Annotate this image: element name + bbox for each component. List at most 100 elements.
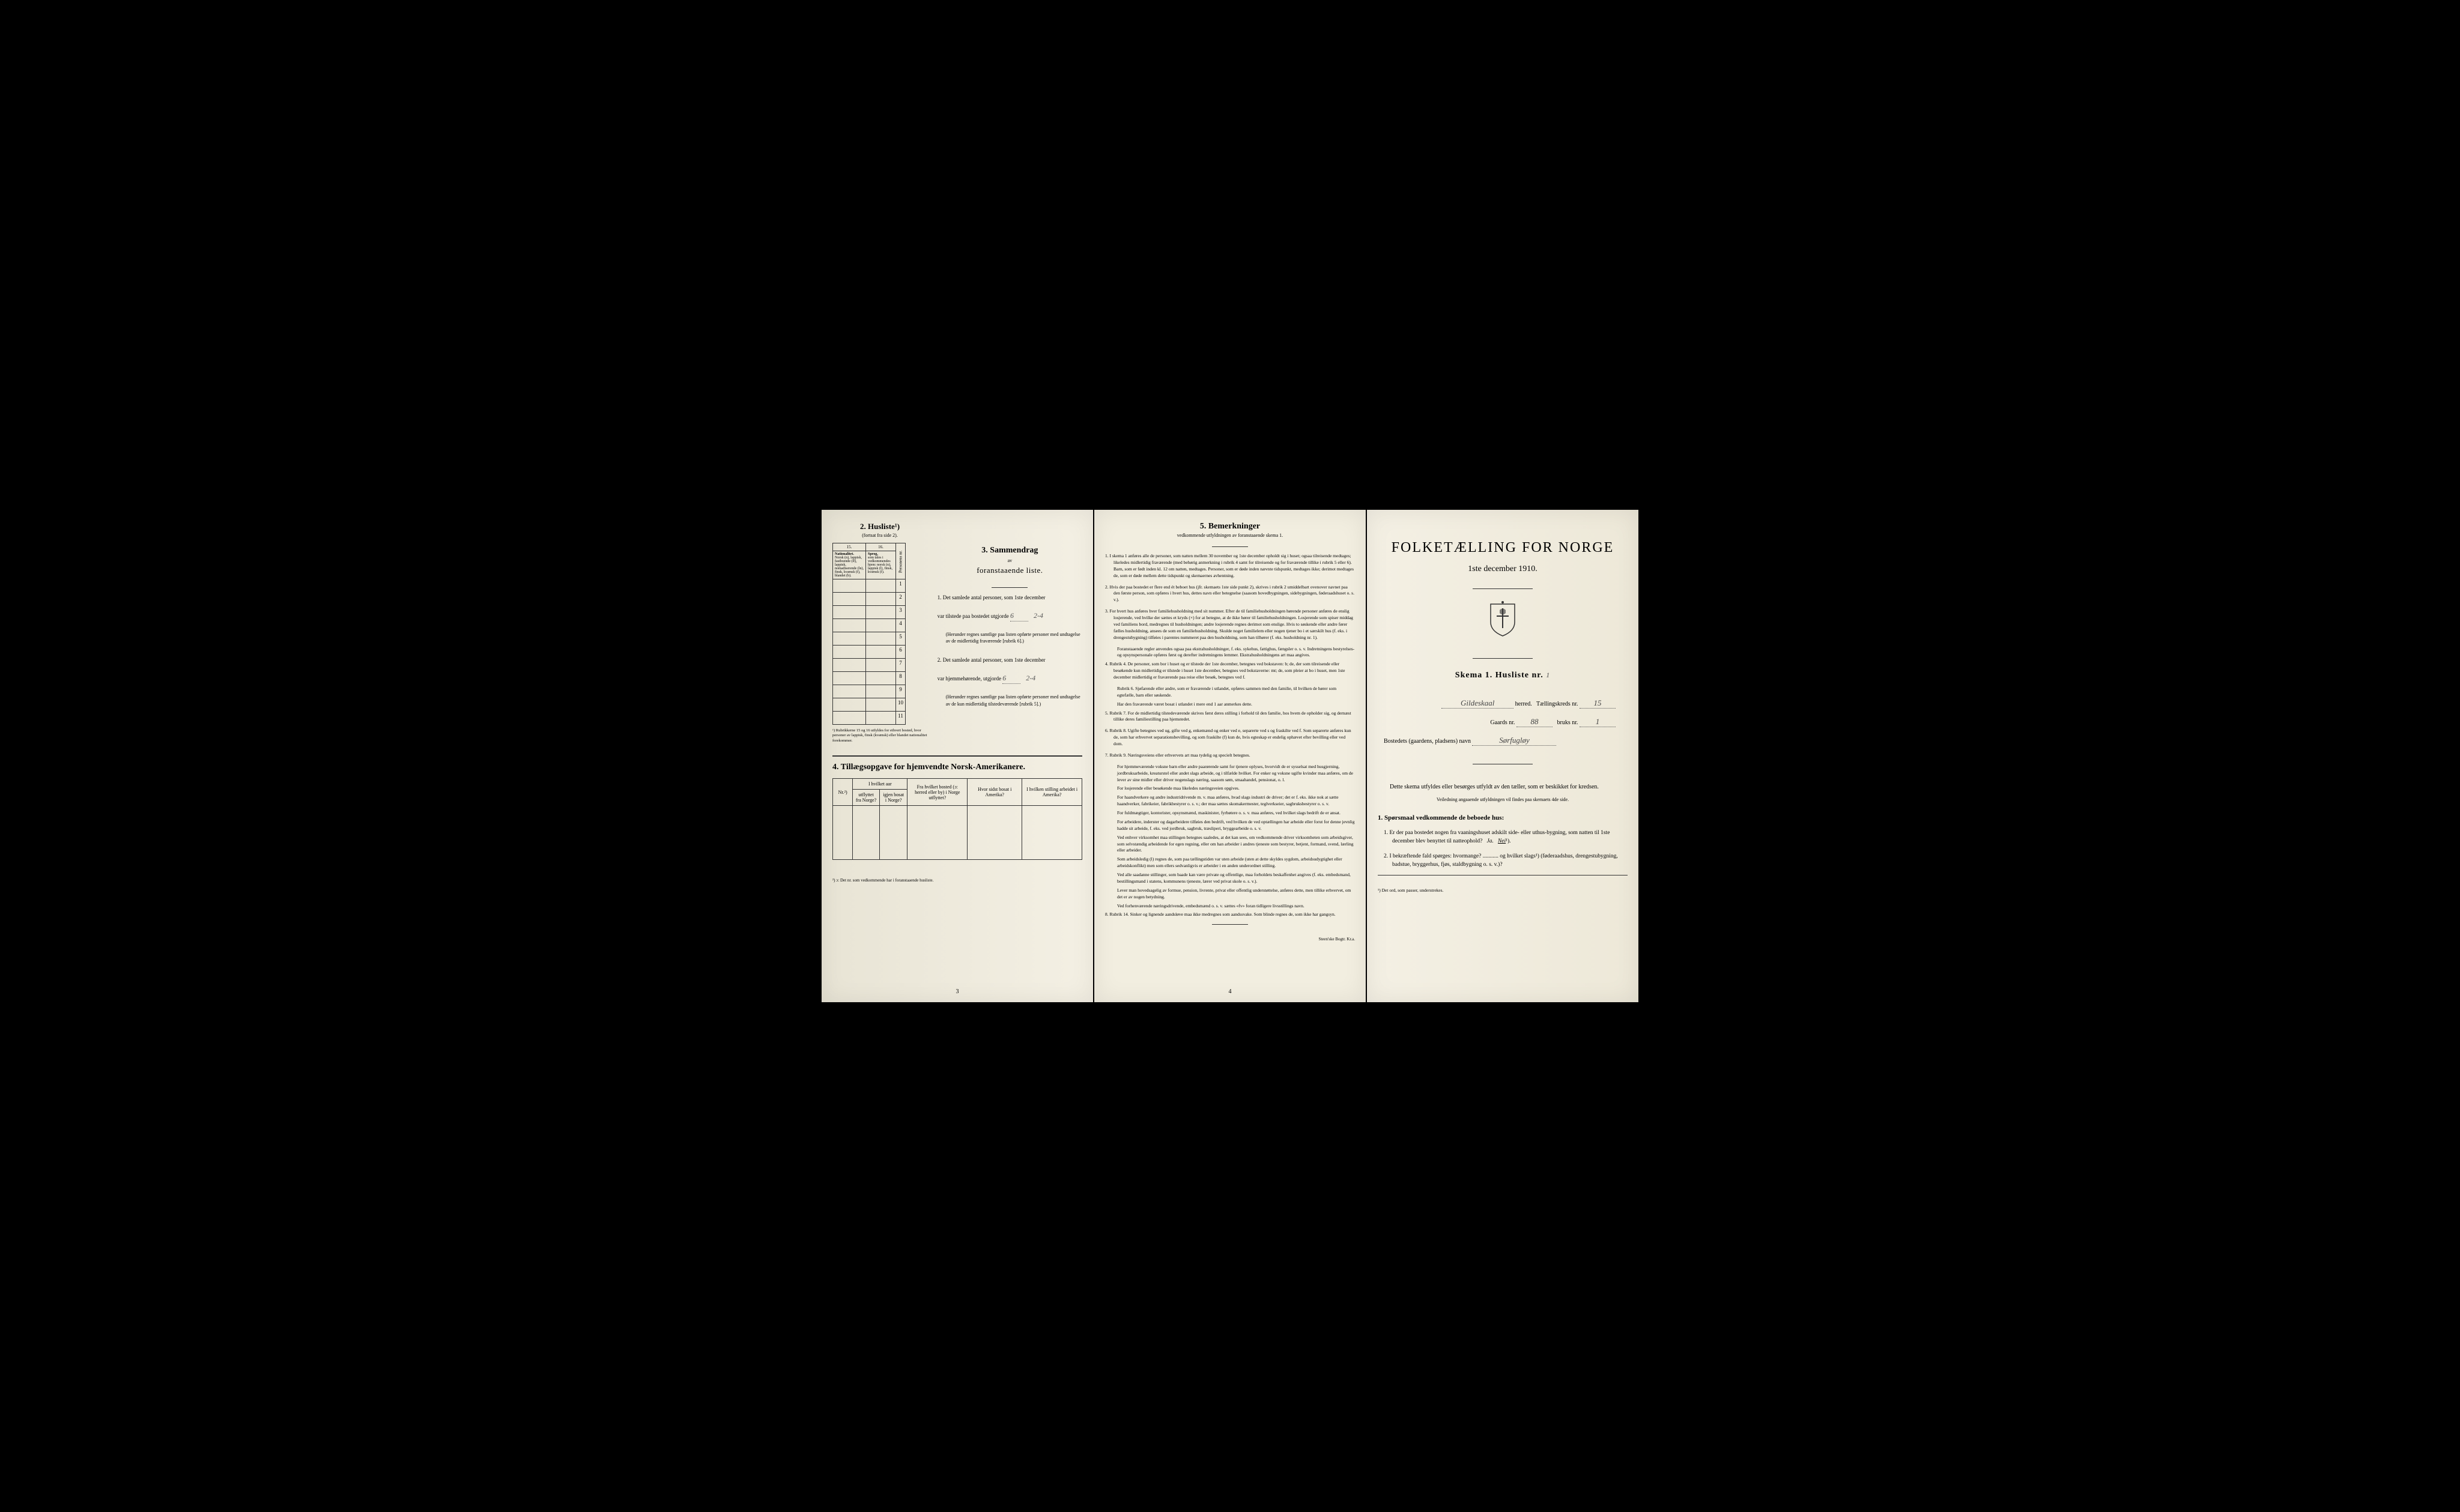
sup-cell [968,806,1022,860]
remark-7: 7. Rubrik 9. Næringsveiens eller erhverv… [1105,752,1355,759]
remark-7-sub10: Ved forhenværende næringsdrivende, embed… [1117,903,1355,910]
remark-3: 3. For hvert hus anføres hver familiehus… [1105,608,1355,641]
description-text: Dette skema utfyldes eller besørges utfy… [1378,782,1628,792]
gaards-value: 88 [1516,717,1553,727]
divider [1212,924,1248,925]
item1-text: 1. Det samlede antal personer, som 1ste … [938,594,1046,600]
remark-7-sub6: Ved enhver virksomhet maa stillingen bet… [1117,835,1355,854]
page-middle: 5. Bemerkninger vedkommende utfyldningen… [1094,510,1366,1002]
bruks-value: 1 [1580,717,1616,727]
table-row [833,672,866,685]
table-row [833,712,866,725]
remark-7-sub9: Lever man hovedsagelig av formue, pensio… [1117,888,1355,901]
gaards-label: Gaards nr. [1490,719,1515,726]
sprog-text: som tales i vedkommendes hjem: norsk (n)… [868,556,892,574]
coat-of-arms-icon [1378,601,1628,640]
bruks-label: bruks nr. [1557,719,1578,726]
nationalitet-cell: Nationalitet. Norsk (n), lappisk, fastbo… [833,551,866,579]
remark-4-sub1: Rubrik 6. Sjøfarende eller andre, som er… [1117,686,1355,699]
section-5-subtitle: vedkommende utfyldningen av foranstaaend… [1105,533,1355,538]
left-column: 2. Husliste¹) (fortsat fra side 2). 15. … [832,522,927,743]
husliste-subtitle: (fortsat fra side 2). [832,533,927,538]
remark-1: 1. I skema 1 anføres alle de personer, s… [1105,553,1355,579]
remark-5: 5. Rubrik 7. For de midlertidig tilstede… [1105,710,1355,724]
remark-7-sub2: For losjerende eller besøkende maa likel… [1117,785,1355,792]
table-row [833,698,866,712]
item2-line2: var hjemmehørende, utgjorde [938,676,1001,682]
husliste-title: 2. Husliste¹) [832,522,927,531]
bosted-value: Sørfugløy [1472,736,1556,746]
section-4: 4. Tillægsopgave for hjemvendte Norsk-Am… [832,755,1082,883]
remark-6: 6. Rubrik 8. Ugifte betegnes ved ug, gif… [1105,728,1355,748]
sup-cell [833,806,853,860]
table-row [833,646,866,659]
sup-col-2: Fra hvilket bosted (ɔ: herred eller by) … [907,779,968,806]
sup-col-4: I hvilken stilling arbeidet i Amerika? [1022,779,1082,806]
section-3-sub2: foranstaaende liste. [938,566,1082,575]
item1-line2: var tilstede paa bostedet utgjorde [938,613,1009,619]
page-number: 3 [956,988,959,995]
summary-item-2: 2. Det samlede antal personer, som 1ste … [938,656,1082,684]
herred-value: Gildeskaal [1441,698,1513,709]
sup-cell [853,806,880,860]
table-row [833,579,866,593]
sup-col-3: Hvor sidst bosat i Amerika? [968,779,1022,806]
ornament-divider [1473,588,1533,589]
item2-value: 6 [1002,673,1020,684]
page-right: FOLKETÆLLING FOR NORGE 1ste december 191… [1367,510,1638,1002]
remark-7-sub1: For hjemmeværende voksne barn eller andr… [1117,764,1355,784]
remarks-list: 1. I skema 1 anføres alle de personer, s… [1105,553,1355,918]
sup-cell [879,806,907,860]
footnote-2: ²) ɔ: Det nr. som vedkommende har i fora… [832,878,1082,883]
skema-label: Skema 1. Husliste nr. [1455,671,1544,680]
item2-text: 2. Det samlede antal personer, som 1ste … [938,657,1046,663]
questions-title: 1. Spørsmaal vedkommende de beboede hus: [1378,814,1628,821]
page3-footnote: ¹) Det ord, som passer, understrekes. [1378,888,1628,893]
question-1: 1. Er der paa bostedet nogen fra vaaning… [1378,829,1628,846]
footnote-1: ¹) Rubrikkerne 15 og 16 utfyldes for eth… [832,728,927,743]
remark-8: 8. Rubrik 14. Sinker og lignende aandslø… [1105,912,1355,918]
remark-4-sub2: Har den fraværende været bosat i utlande… [1117,701,1355,708]
col-15: 15. [833,543,866,551]
kreds-value: 15 [1580,698,1616,709]
remark-7-sub4: For fuldmægtiger, kontorister, opsynsmæn… [1117,810,1355,817]
sup-cell [907,806,968,860]
remark-7-sub3: For haandverkere og andre industridriven… [1117,794,1355,808]
table-row [833,606,866,619]
section-5-title: 5. Bemerkninger [1105,522,1355,531]
description-sub: Veiledning angaaende utfyldningen vil fi… [1378,797,1628,802]
remark-7-sub5: For arbeidere, inderster og dagarbeidere… [1117,819,1355,832]
bosted-label: Bostedets (gaardens, pladsens) navn [1384,738,1471,745]
right-column: 3. Sammendrag av foranstaaende liste. 1.… [938,522,1082,707]
sup-col-1a: utflyttet fra Norge? [853,790,880,806]
sup-col-1b: igjen bosat i Norge? [879,790,907,806]
table-row [833,632,866,646]
nat-text: Norsk (n), lappisk, fastboende (lf), lap… [835,556,864,578]
gaards-line: Gaards nr. 88 bruks nr. 1 [1378,717,1628,727]
sup-col-nr: Nr.²) [833,779,853,806]
divider [1212,546,1248,547]
nationality-table: 15. 16. Personens nr. Nationalitet. Nors… [832,543,906,725]
census-date: 1ste december 1910. [1378,564,1628,574]
nei-answer: Nei [1498,838,1506,844]
item1-value2: 2-4 [1034,611,1043,620]
section-4-title: 4. Tillægsopgave for hjemvendte Norsk-Am… [832,763,1082,772]
page-number: 4 [1229,988,1232,995]
item1-note: (Herunder regnes samtlige paa listen opf… [946,631,1082,644]
supplement-table: Nr.²) I hvilket aar Fra hvilket bosted (… [832,778,1082,860]
skema-line: Skema 1. Husliste nr. 1 [1378,671,1628,680]
sup-cell [1022,806,1082,860]
table-row [833,619,866,632]
col-person-nr: Personens nr. [896,543,906,579]
divider [992,587,1028,588]
section-3-sub1: av [938,558,1082,563]
table-row [833,659,866,672]
remark-3-sub: Foranstaaende regler anvendes ogsaa paa … [1117,646,1355,659]
bosted-line: Bostedets (gaardens, pladsens) navn Sørf… [1378,736,1628,746]
main-title: FOLKETÆLLING FOR NORGE [1378,540,1628,556]
summary-item-1: 1. Det samlede antal personer, som 1ste … [938,594,1082,621]
section-3-title: 3. Sammendrag [938,546,1082,555]
printer-credit: Steen'ske Bogtr. Kr.a. [1105,937,1355,942]
item2-note: (Herunder regnes samtlige paa listen opf… [946,694,1082,707]
table-row [833,685,866,698]
